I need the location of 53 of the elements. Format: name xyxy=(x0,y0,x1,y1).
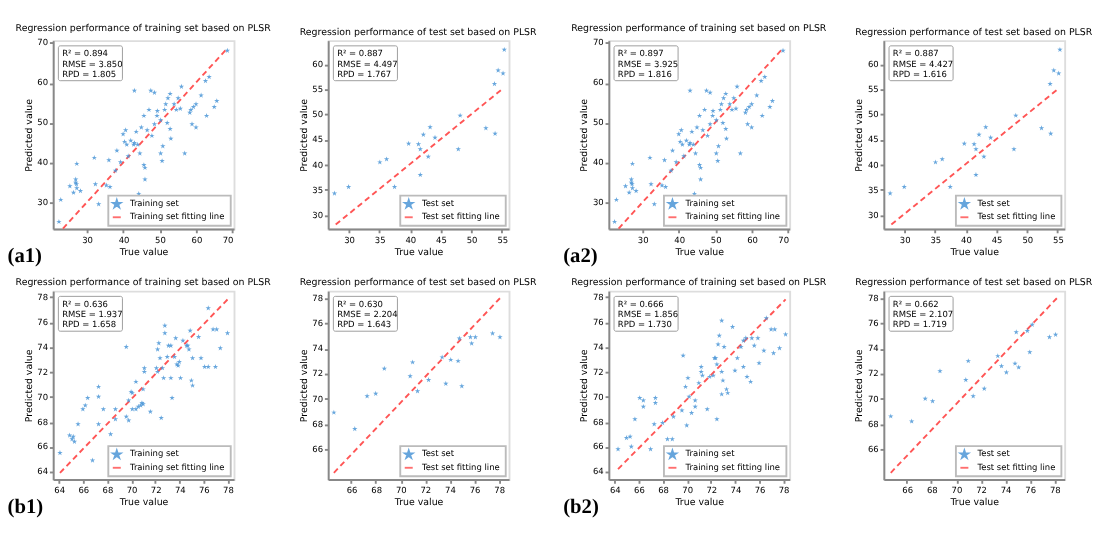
point xyxy=(1052,331,1059,337)
point xyxy=(439,354,445,360)
point xyxy=(345,184,352,190)
point xyxy=(983,124,989,130)
point xyxy=(1027,349,1033,355)
point xyxy=(1056,70,1062,76)
point xyxy=(495,67,501,73)
point xyxy=(415,141,422,147)
point xyxy=(417,146,423,152)
point xyxy=(995,353,1001,359)
point xyxy=(491,81,498,87)
point xyxy=(1038,125,1045,131)
point xyxy=(1051,67,1057,73)
point xyxy=(965,358,971,364)
point xyxy=(909,418,915,424)
point xyxy=(1003,369,1010,375)
point xyxy=(888,413,894,419)
point xyxy=(377,159,383,165)
text: (a2) xyxy=(563,246,598,269)
point xyxy=(364,393,370,399)
point xyxy=(381,365,388,371)
point xyxy=(455,358,461,364)
point xyxy=(414,388,421,394)
point xyxy=(998,363,1005,369)
point xyxy=(459,383,465,389)
text: (b2) xyxy=(563,496,599,519)
point xyxy=(483,125,489,131)
point xyxy=(1013,329,1019,335)
point xyxy=(425,377,432,383)
point xyxy=(970,393,976,399)
point xyxy=(409,359,416,365)
point xyxy=(455,146,461,152)
point xyxy=(407,373,413,379)
point xyxy=(420,131,427,137)
point xyxy=(932,159,939,165)
text: (b1) xyxy=(7,496,44,519)
text: (a1) xyxy=(7,246,42,269)
point xyxy=(987,134,994,140)
point xyxy=(472,334,479,340)
point xyxy=(1046,334,1053,340)
point xyxy=(500,70,506,76)
point xyxy=(391,184,398,190)
point xyxy=(929,398,936,404)
point xyxy=(405,140,412,146)
point xyxy=(432,134,438,140)
point xyxy=(383,156,390,162)
point xyxy=(467,334,474,340)
point xyxy=(1016,364,1022,370)
point xyxy=(976,131,982,137)
point xyxy=(971,141,977,147)
point xyxy=(1012,360,1018,366)
point xyxy=(1024,328,1030,334)
point xyxy=(939,156,945,162)
